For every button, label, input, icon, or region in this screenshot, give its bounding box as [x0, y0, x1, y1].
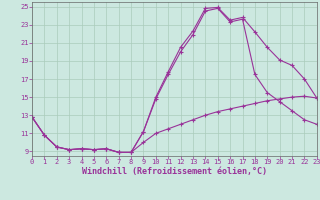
X-axis label: Windchill (Refroidissement éolien,°C): Windchill (Refroidissement éolien,°C) [82, 167, 267, 176]
